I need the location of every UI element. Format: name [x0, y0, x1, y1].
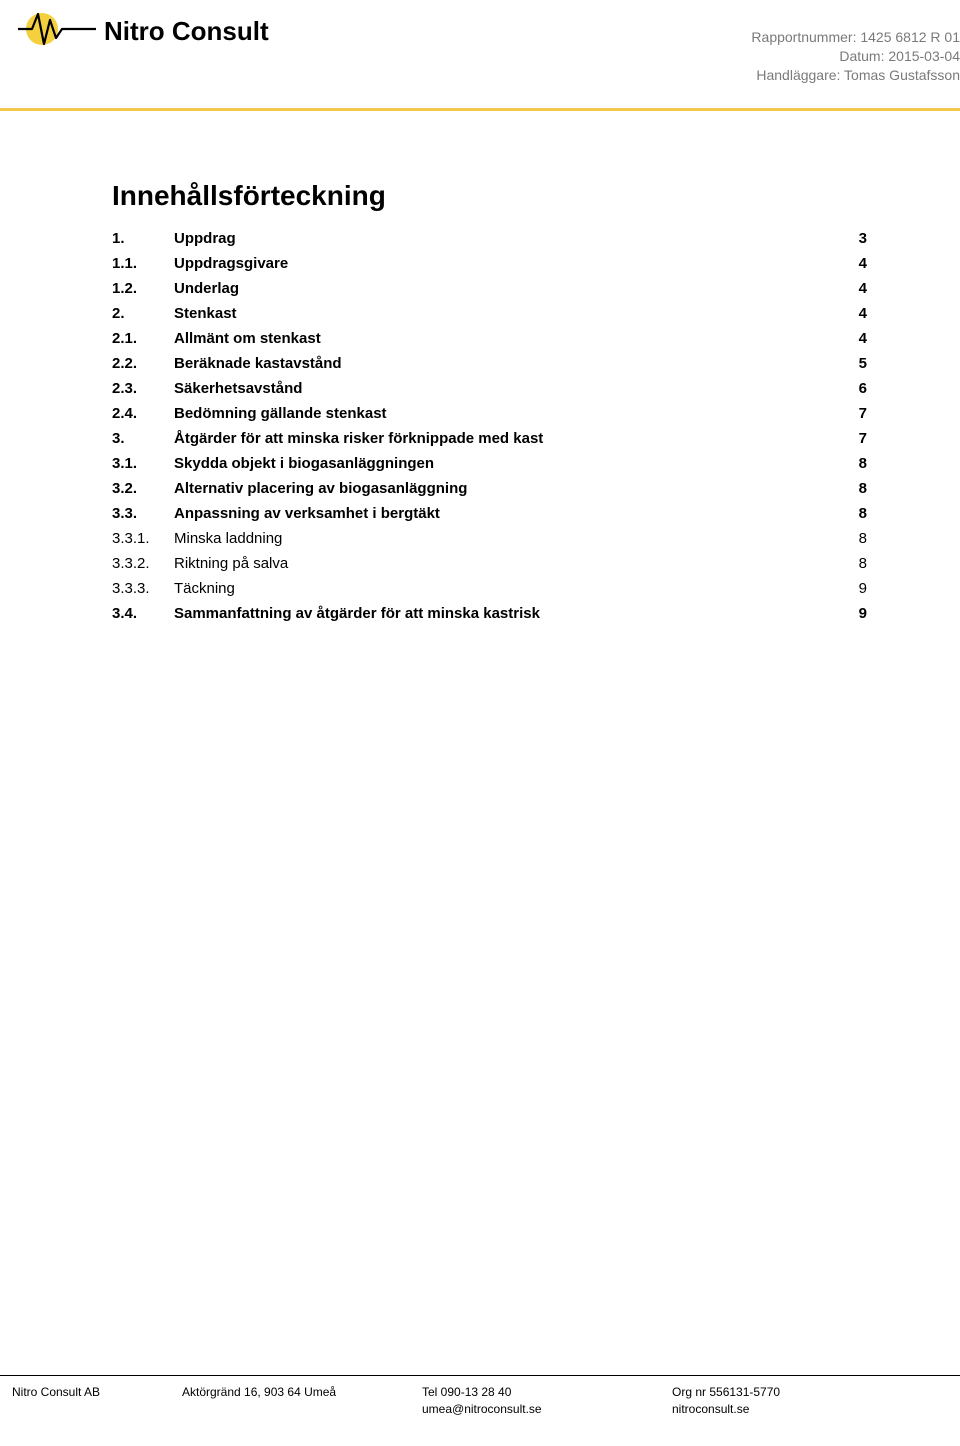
- toc-entry: 3.3.1.Minska laddning 8: [112, 530, 867, 547]
- toc-entry: 3.2.Alternativ placering av biogasanlägg…: [112, 480, 867, 497]
- report-handler: Handläggare: Tomas Gustafsson: [751, 66, 960, 85]
- toc-entry: 1.2.Underlag 4: [112, 280, 867, 297]
- toc-entry: 1.1.Uppdragsgivare 4: [112, 255, 867, 272]
- toc-entry-page: 6: [855, 380, 867, 397]
- page: Nitro Consult Rapportnummer: 1425 6812 R…: [0, 0, 960, 1446]
- toc-entry-label: Skydda objekt i biogasanläggningen: [174, 455, 434, 472]
- toc-entry-label: Stenkast: [174, 305, 237, 322]
- toc-entry: 3.3.3.Täckning 9: [112, 580, 867, 597]
- toc-entry-label: Uppdragsgivare: [174, 255, 288, 272]
- company-name: Nitro Consult: [104, 16, 269, 47]
- report-date: Datum: 2015-03-04: [751, 47, 960, 66]
- toc-entry-number: 3.4.: [112, 605, 174, 622]
- table-of-contents: 1.Uppdrag31.1.Uppdragsgivare41.2.Underla…: [112, 230, 867, 622]
- toc-entry: 3.4.Sammanfattning av åtgärder för att m…: [112, 605, 867, 622]
- toc-entry: 1.Uppdrag 3: [112, 230, 867, 247]
- toc-entry-number: 1.2.: [112, 280, 174, 297]
- toc-entry-page: 8: [855, 505, 867, 522]
- toc-entry-page: 9: [855, 580, 867, 597]
- toc-entry-label: Underlag: [174, 280, 239, 297]
- toc-entry-page: 8: [855, 480, 867, 497]
- footer-company-name: Nitro Consult AB: [12, 1384, 182, 1401]
- toc-entry-page: 9: [855, 605, 867, 622]
- toc-entry-number: 2.3.: [112, 380, 174, 397]
- header-divider: [0, 108, 960, 111]
- toc-entry-number: 3.3.2.: [112, 555, 174, 572]
- toc-entry: 2.Stenkast 4: [112, 305, 867, 322]
- footer-phone: Tel 090-13 28 40: [422, 1384, 672, 1401]
- footer-contact: Tel 090-13 28 40 umea@nitroconsult.se: [422, 1384, 672, 1418]
- footer-address: Aktörgränd 16, 903 64 Umeå: [182, 1384, 422, 1418]
- footer-email: umea@nitroconsult.se: [422, 1401, 672, 1418]
- toc-entry-label: Åtgärder för att minska risker förknippa…: [174, 430, 543, 447]
- page-footer: Nitro Consult AB Aktörgränd 16, 903 64 U…: [0, 1375, 960, 1418]
- toc-entry-page: 4: [855, 330, 867, 347]
- toc-entry-page: 4: [855, 280, 867, 297]
- toc-entry-number: 3.: [112, 430, 174, 447]
- toc-entry-page: 4: [855, 255, 867, 272]
- toc-entry: 2.3.Säkerhetsavstånd 6: [112, 380, 867, 397]
- toc-entry-page: 4: [855, 305, 867, 322]
- toc-entry-label: Sammanfattning av åtgärder för att minsk…: [174, 605, 540, 622]
- toc-entry-page: 8: [855, 530, 867, 547]
- report-number: Rapportnummer: 1425 6812 R 01: [751, 28, 960, 47]
- toc-entry: 3.3.2.Riktning på salva 8: [112, 555, 867, 572]
- footer-org: Org nr 556131-5770 nitroconsult.se: [672, 1384, 948, 1418]
- toc-entry: 3.1.Skydda objekt i biogasanläggningen 8: [112, 455, 867, 472]
- toc-entry-number: 2.4.: [112, 405, 174, 422]
- toc-entry-number: 3.1.: [112, 455, 174, 472]
- footer-address-line: Aktörgränd 16, 903 64 Umeå: [182, 1384, 422, 1401]
- toc-entry-page: 7: [855, 430, 867, 447]
- toc-entry-page: 8: [855, 455, 867, 472]
- page-header: Nitro Consult Rapportnummer: 1425 6812 R…: [0, 0, 960, 110]
- toc-entry-number: 3.2.: [112, 480, 174, 497]
- toc-entry-number: 3.3.3.: [112, 580, 174, 597]
- toc-entry-label: Uppdrag: [174, 230, 236, 247]
- toc-entry: 2.1.Allmänt om stenkast 4: [112, 330, 867, 347]
- toc-entry-number: 3.3.1.: [112, 530, 174, 547]
- toc-entry-number: 1.1.: [112, 255, 174, 272]
- toc-entry-label: Minska laddning: [174, 530, 282, 547]
- toc-entry-label: Alternativ placering av biogasanläggning: [174, 480, 467, 497]
- toc-entry-number: 2.1.: [112, 330, 174, 347]
- toc-entry-label: Allmänt om stenkast: [174, 330, 321, 347]
- toc-entry: 2.2.Beräknade kastavstånd 5: [112, 355, 867, 372]
- toc-entry-number: 2.2.: [112, 355, 174, 372]
- footer-company: Nitro Consult AB: [12, 1384, 182, 1418]
- toc-entry-label: Täckning: [174, 580, 235, 597]
- footer-web: nitroconsult.se: [672, 1401, 948, 1418]
- toc-entry-label: Säkerhetsavstånd: [174, 380, 302, 397]
- toc-entry-label: Beräknade kastavstånd: [174, 355, 342, 372]
- footer-divider: [0, 1375, 960, 1376]
- toc-entry-label: Riktning på salva: [174, 555, 288, 572]
- toc-entry: 2.4.Bedömning gällande stenkast 7: [112, 405, 867, 422]
- toc-entry-page: 3: [855, 230, 867, 247]
- toc-entry: 3.Åtgärder för att minska risker förknip…: [112, 430, 867, 447]
- toc-entry: 3.3.Anpassning av verksamhet i bergtäkt 8: [112, 505, 867, 522]
- content-area: Innehållsförteckning 1.Uppdrag 3 1.1.Uppdr…: [112, 180, 867, 630]
- toc-entry-number: 3.3.: [112, 505, 174, 522]
- toc-entry-number: 1.: [112, 230, 174, 247]
- toc-entry-page: 7: [855, 405, 867, 422]
- toc-title: Innehållsförteckning: [112, 180, 867, 212]
- logo-icon: [18, 10, 96, 53]
- toc-entry-page: 5: [855, 355, 867, 372]
- toc-entry-label: Anpassning av verksamhet i bergtäkt: [174, 505, 440, 522]
- toc-entry-label: Bedömning gällande stenkast: [174, 405, 387, 422]
- footer-columns: Nitro Consult AB Aktörgränd 16, 903 64 U…: [0, 1384, 960, 1418]
- toc-entry-page: 8: [855, 555, 867, 572]
- report-meta: Rapportnummer: 1425 6812 R 01 Datum: 201…: [751, 28, 960, 85]
- toc-entry-number: 2.: [112, 305, 174, 322]
- company-logo: Nitro Consult: [18, 10, 269, 53]
- footer-orgnr: Org nr 556131-5770: [672, 1384, 948, 1401]
